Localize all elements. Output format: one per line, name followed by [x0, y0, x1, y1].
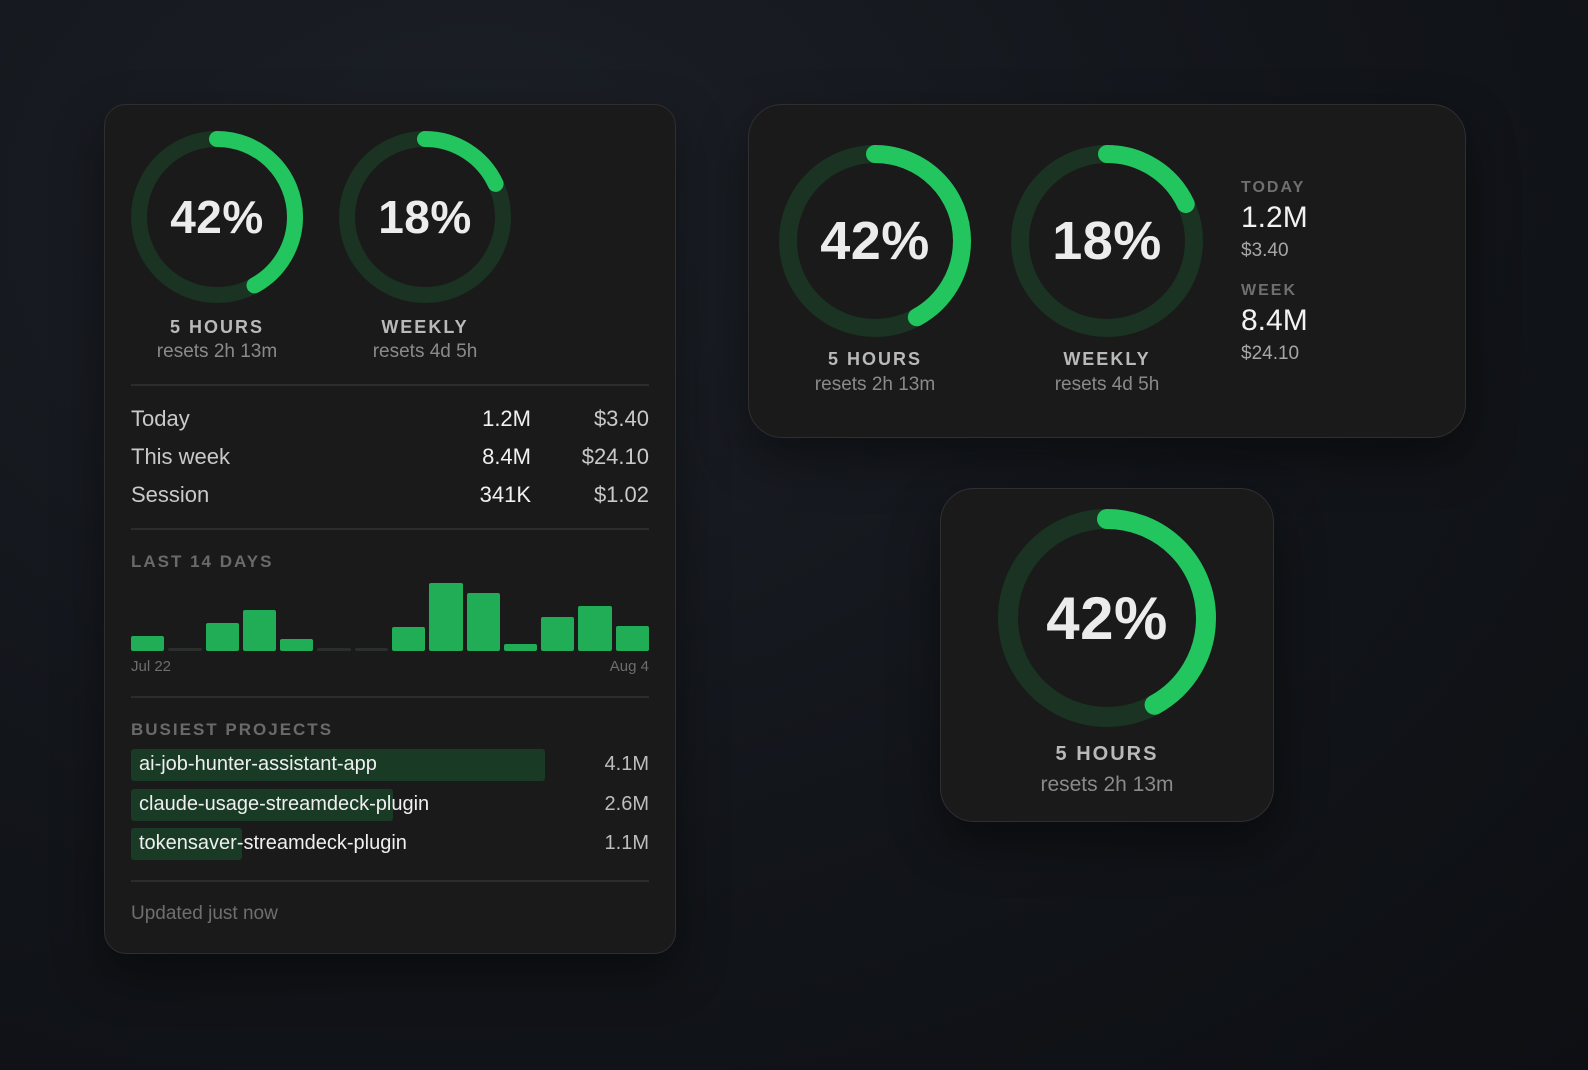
divider: [131, 696, 649, 698]
chart-bar: [131, 636, 165, 651]
project-usage-fill: [131, 789, 394, 821]
project-tokens: 1.1M: [604, 832, 649, 854]
five-hour-usage-ring: 42%: [998, 509, 1216, 727]
project-row[interactable]: ai-job-hunter-assistant-app 4.1M: [131, 749, 649, 781]
weekly-percent: 18%: [1052, 211, 1162, 271]
five-hour-label: 5 HOURS: [169, 317, 264, 337]
chart-bar: [242, 610, 277, 651]
chart-bar: [541, 617, 575, 651]
week-tokens: 8.4M: [1241, 304, 1308, 337]
week-cost: $24.10: [1241, 343, 1300, 364]
chart-bar: [168, 648, 202, 651]
ring-progress-arc: [779, 145, 971, 337]
weekly-label: WEEKLY: [381, 317, 469, 337]
chart-bar: [615, 625, 649, 651]
five-hour-percent: 42%: [820, 211, 930, 271]
today-tokens: 1.2M: [1241, 201, 1308, 234]
daily-usage-bar-chart: [131, 575, 649, 651]
ring-progress-arc: [998, 509, 1216, 727]
chart-bar: [578, 606, 612, 651]
usage-summary-wide-card: 42% 5 HOURS resets 2h 13m 18% WEEKLY res…: [748, 104, 1466, 438]
divider: [131, 880, 649, 882]
project-row[interactable]: claude-usage-streamdeck-plugin 2.6M: [131, 789, 649, 821]
weekly-usage-ring: 18%: [1011, 145, 1203, 337]
ring-graphic: [339, 131, 511, 303]
row-cost: $24.10: [581, 444, 649, 469]
chart-bar: [280, 638, 314, 651]
divider: [131, 528, 649, 530]
chart-bar: [429, 583, 463, 651]
chart-title: LAST 14 DAYS: [131, 552, 274, 571]
row-tokens: 341K: [479, 482, 531, 507]
weekly-usage-ring: 18%: [339, 131, 511, 303]
weekly-label: WEEKLY: [1063, 349, 1151, 369]
project-usage-fill: [131, 749, 545, 781]
five-hour-usage-ring: 42%: [131, 131, 303, 303]
projects-title: BUSIEST PROJECTS: [131, 720, 334, 739]
today-caption: TODAY: [1241, 179, 1306, 196]
usage-row-week: This week 8.4M $24.10: [131, 444, 649, 474]
divider: [131, 384, 649, 386]
five-hour-label: 5 HOURS: [827, 349, 922, 369]
week-caption: WEEK: [1241, 282, 1297, 299]
chart-start-label: Jul 22: [131, 658, 172, 675]
project-tokens: 2.6M: [604, 793, 649, 815]
usage-compact-card: 42% 5 HOURS resets 2h 13m: [940, 488, 1274, 822]
ring-graphic: [1011, 145, 1203, 337]
chart-bar: [354, 648, 388, 651]
row-tokens: 1.2M: [482, 406, 531, 431]
project-tokens: 4.1M: [604, 753, 649, 775]
usage-detail-card: 42% 5 HOURS resets 2h 13m 18% WEEKLY res…: [104, 104, 676, 954]
row-cost: $1.02: [593, 482, 649, 507]
chart-bar: [317, 648, 351, 651]
chart-bar: [503, 643, 538, 651]
ring-progress-arc: [131, 131, 303, 303]
row-label: Today: [131, 406, 190, 431]
ring-progress-arc: [1011, 145, 1203, 337]
row-tokens: 8.4M: [482, 444, 531, 469]
chart-bar: [392, 627, 426, 651]
usage-row-today: Today 1.2M $3.40: [131, 406, 649, 436]
five-hour-reset: resets 2h 13m: [1040, 773, 1174, 796]
five-hour-percent: 42%: [170, 191, 264, 243]
five-hour-usage-ring: 42%: [779, 145, 971, 337]
five-hour-reset: resets 2h 13m: [156, 341, 278, 362]
ring-graphic: [779, 145, 971, 337]
updated-status: Updated just now: [131, 903, 278, 924]
project-name: tokensaver-streamdeck-plugin: [139, 832, 407, 854]
row-label: Session: [131, 482, 210, 507]
chart-end-label: Aug 4: [609, 658, 649, 675]
project-row[interactable]: tokensaver-streamdeck-plugin 1.1M: [131, 828, 649, 860]
weekly-percent: 18%: [378, 191, 472, 243]
chart-bar: [205, 623, 239, 651]
five-hour-label: 5 HOURS: [1055, 743, 1159, 765]
five-hour-reset: resets 2h 13m: [814, 374, 936, 395]
project-name: claude-usage-streamdeck-plugin: [139, 793, 430, 815]
project-usage-fill: [131, 828, 242, 860]
ring-graphic: [131, 131, 303, 303]
project-name: ai-job-hunter-assistant-app: [139, 753, 377, 775]
row-cost: $3.40: [593, 406, 649, 431]
ring-progress-arc: [339, 131, 511, 303]
ring-graphic: [998, 509, 1216, 727]
weekly-reset: resets 4d 5h: [1054, 374, 1160, 395]
row-label: This week: [131, 444, 231, 469]
chart-bar: [466, 593, 500, 651]
today-cost: $3.40: [1241, 240, 1289, 261]
usage-row-session: Session 341K $1.02: [131, 482, 649, 512]
five-hour-percent: 42%: [1046, 584, 1168, 652]
weekly-reset: resets 4d 5h: [372, 341, 478, 362]
